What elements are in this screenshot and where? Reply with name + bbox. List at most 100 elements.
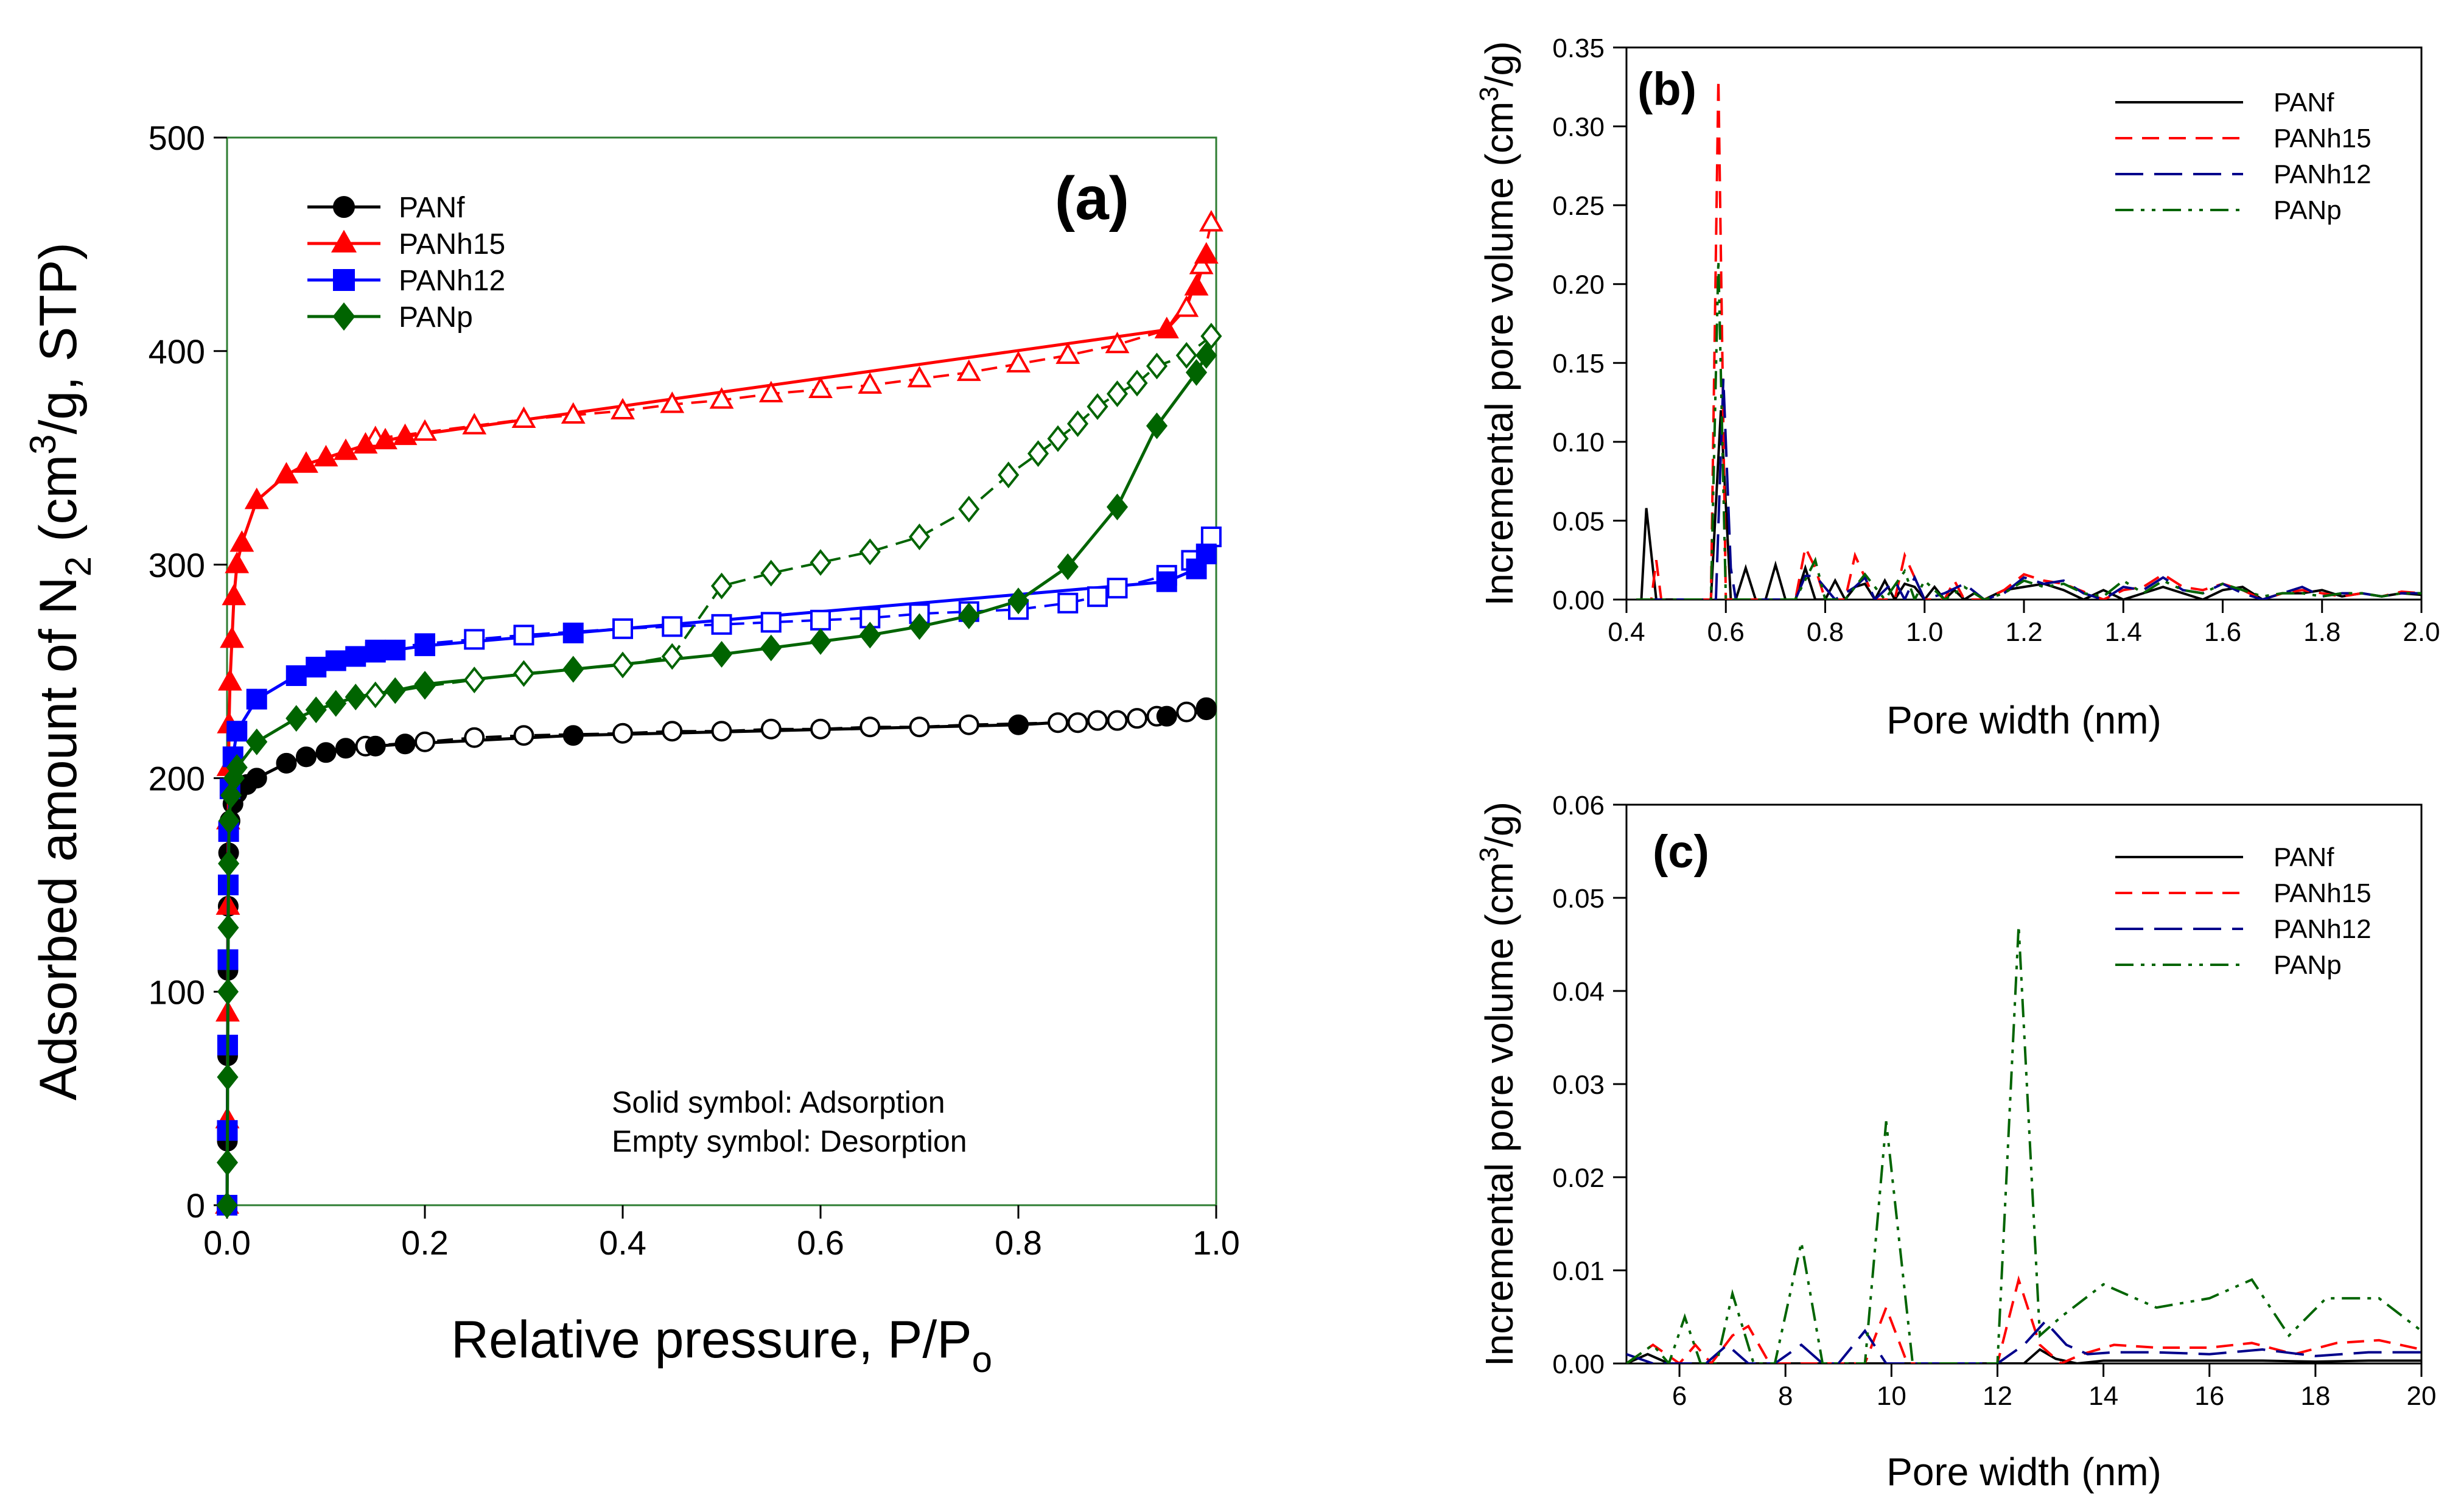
y-tick-label: 200 [149,760,205,798]
adsorption-point [562,622,584,643]
desorption-point [1067,712,1088,733]
adsorption-point [216,1149,239,1176]
x-tick-label: 0.8 [995,1223,1042,1262]
desorption-point [810,609,831,631]
desorption-point [1087,586,1108,607]
y-tick-label: 400 [149,332,205,371]
desorption-point [1048,712,1068,733]
adsorption-point [226,754,248,781]
adsorption-point [306,656,327,677]
adsorption-point [1057,553,1079,581]
legend-label: PANf [2274,842,2334,872]
legend-entry: PANf [307,192,465,224]
adsorption-point [296,746,317,768]
y-tick-label: 0.35 [1552,33,1605,63]
note-line: Solid symbol: Adsorption [612,1085,945,1119]
y-tick-label: 0.05 [1552,884,1605,914]
adsorption-point [1195,341,1217,369]
x-axis-label: Pore width (nm) [1886,1450,2162,1494]
y-axis-label-sup: 3 [1474,86,1504,101]
legend-label: PANp [2274,950,2342,980]
series-line-panh15 [1626,1275,2421,1363]
adsorption-point [220,626,245,648]
desorption-point [858,372,883,394]
note-line: Empty symbol: Desorption [612,1124,967,1158]
y-tick-label: 0.01 [1552,1256,1605,1286]
y-axis-label: Incremental pore volume (cm3/g) [1474,802,1521,1367]
y-axis-label-post: /g) [1477,802,1521,847]
legend-entry: PANh15 [2115,124,2372,153]
desorption-point [908,523,931,550]
adsorption-point [373,427,397,450]
desorption-point [1057,592,1079,614]
y-axis-label-main: Incremental pore volume (cm [1477,102,1521,606]
desorption-point [513,660,535,687]
y-axis-label-sub: 2 [58,556,99,576]
legend-entry: PANp [2115,195,2342,225]
y-axis-label-main: Incremental pore volume (cm [1477,862,1521,1367]
adsorption-point [1194,242,1219,264]
legend-entry: PANh12 [2115,914,2372,944]
x-tick-label: 14 [2088,1381,2118,1411]
desorption-point [1107,578,1128,599]
x-axis-label: Relative pressure, P/Po [451,1311,992,1380]
y-tick-label: 0.00 [1552,586,1605,615]
adsorption-point [226,721,248,742]
desorption-point [1107,710,1128,731]
desorption-point [660,391,685,413]
series-line-panh12 [1626,1320,2421,1363]
legend-label: PANh15 [2274,124,2372,153]
adsorption-point [562,656,584,683]
legend-label: PANh12 [2274,159,2372,189]
x-tick-label: 1.0 [1192,1223,1240,1262]
x-tick-label: 0.4 [1608,617,1645,647]
legend-entry: PANp [307,301,473,334]
adsorption-point [217,669,242,691]
legend-marker [332,302,355,331]
adsorption-point [1156,571,1177,592]
y-tick-label: 0.05 [1552,506,1605,536]
adsorption-point [365,642,386,663]
desorption-point [1006,351,1031,373]
desorption-point [958,495,980,523]
series-line-panf [1626,1348,2421,1363]
y-axis-label-main: Adsorbed amount of N [29,576,88,1101]
series-line-panf [1636,410,2421,600]
adsorption-point [216,1192,238,1219]
y-axis-label-post: /g) [1477,41,1521,87]
adsorption-point [285,665,307,687]
y-tick-label: 0.25 [1552,191,1605,221]
desorption-point [1127,708,1147,729]
legend-marker [331,229,357,253]
adsorption-point [274,461,299,484]
adsorption-point [276,752,297,774]
desorption-point [413,419,437,441]
desorption-point [760,718,782,740]
legend-label: PANf [2274,88,2334,117]
desorption-point [513,725,534,746]
adsorption-point [335,738,356,759]
panel-label: (b) [1637,63,1696,115]
desorption-point [662,616,683,637]
y-tick-label: 300 [149,546,205,584]
y-tick-label: 0.10 [1552,428,1605,458]
desorption-point [1047,425,1069,452]
series-line-panp [1636,260,2421,600]
adsorption-point [217,914,239,941]
adsorption-point [325,650,346,671]
legend-entry: PANh12 [2115,159,2372,189]
y-axis-label-sup: 3 [1474,847,1504,862]
desorption-point [462,413,487,435]
desorption-point [711,721,732,742]
desorption-point [758,380,783,402]
desorption-point [365,681,387,709]
adsorption-point [217,1063,239,1091]
adsorption-point [958,602,980,629]
adsorption-point [810,628,831,655]
adsorption-point [908,613,931,640]
adsorption-point [1195,699,1217,721]
legend-entry: PANf [2115,88,2334,117]
adsorption-point [246,728,268,755]
panel-a: 0.0 0.2 0.4 0.6 0.8 1.0 0 100 200 300 400 500 PANf PA… [23,119,1240,1380]
